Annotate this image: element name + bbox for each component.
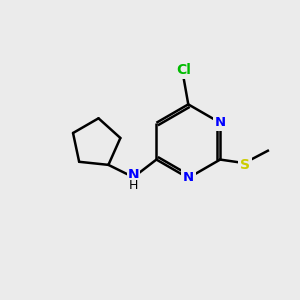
Text: N: N xyxy=(214,116,226,129)
Text: N: N xyxy=(183,172,194,184)
Text: S: S xyxy=(240,158,250,172)
Text: Cl: Cl xyxy=(176,63,191,77)
Text: H: H xyxy=(129,179,138,192)
Text: N: N xyxy=(128,168,139,182)
